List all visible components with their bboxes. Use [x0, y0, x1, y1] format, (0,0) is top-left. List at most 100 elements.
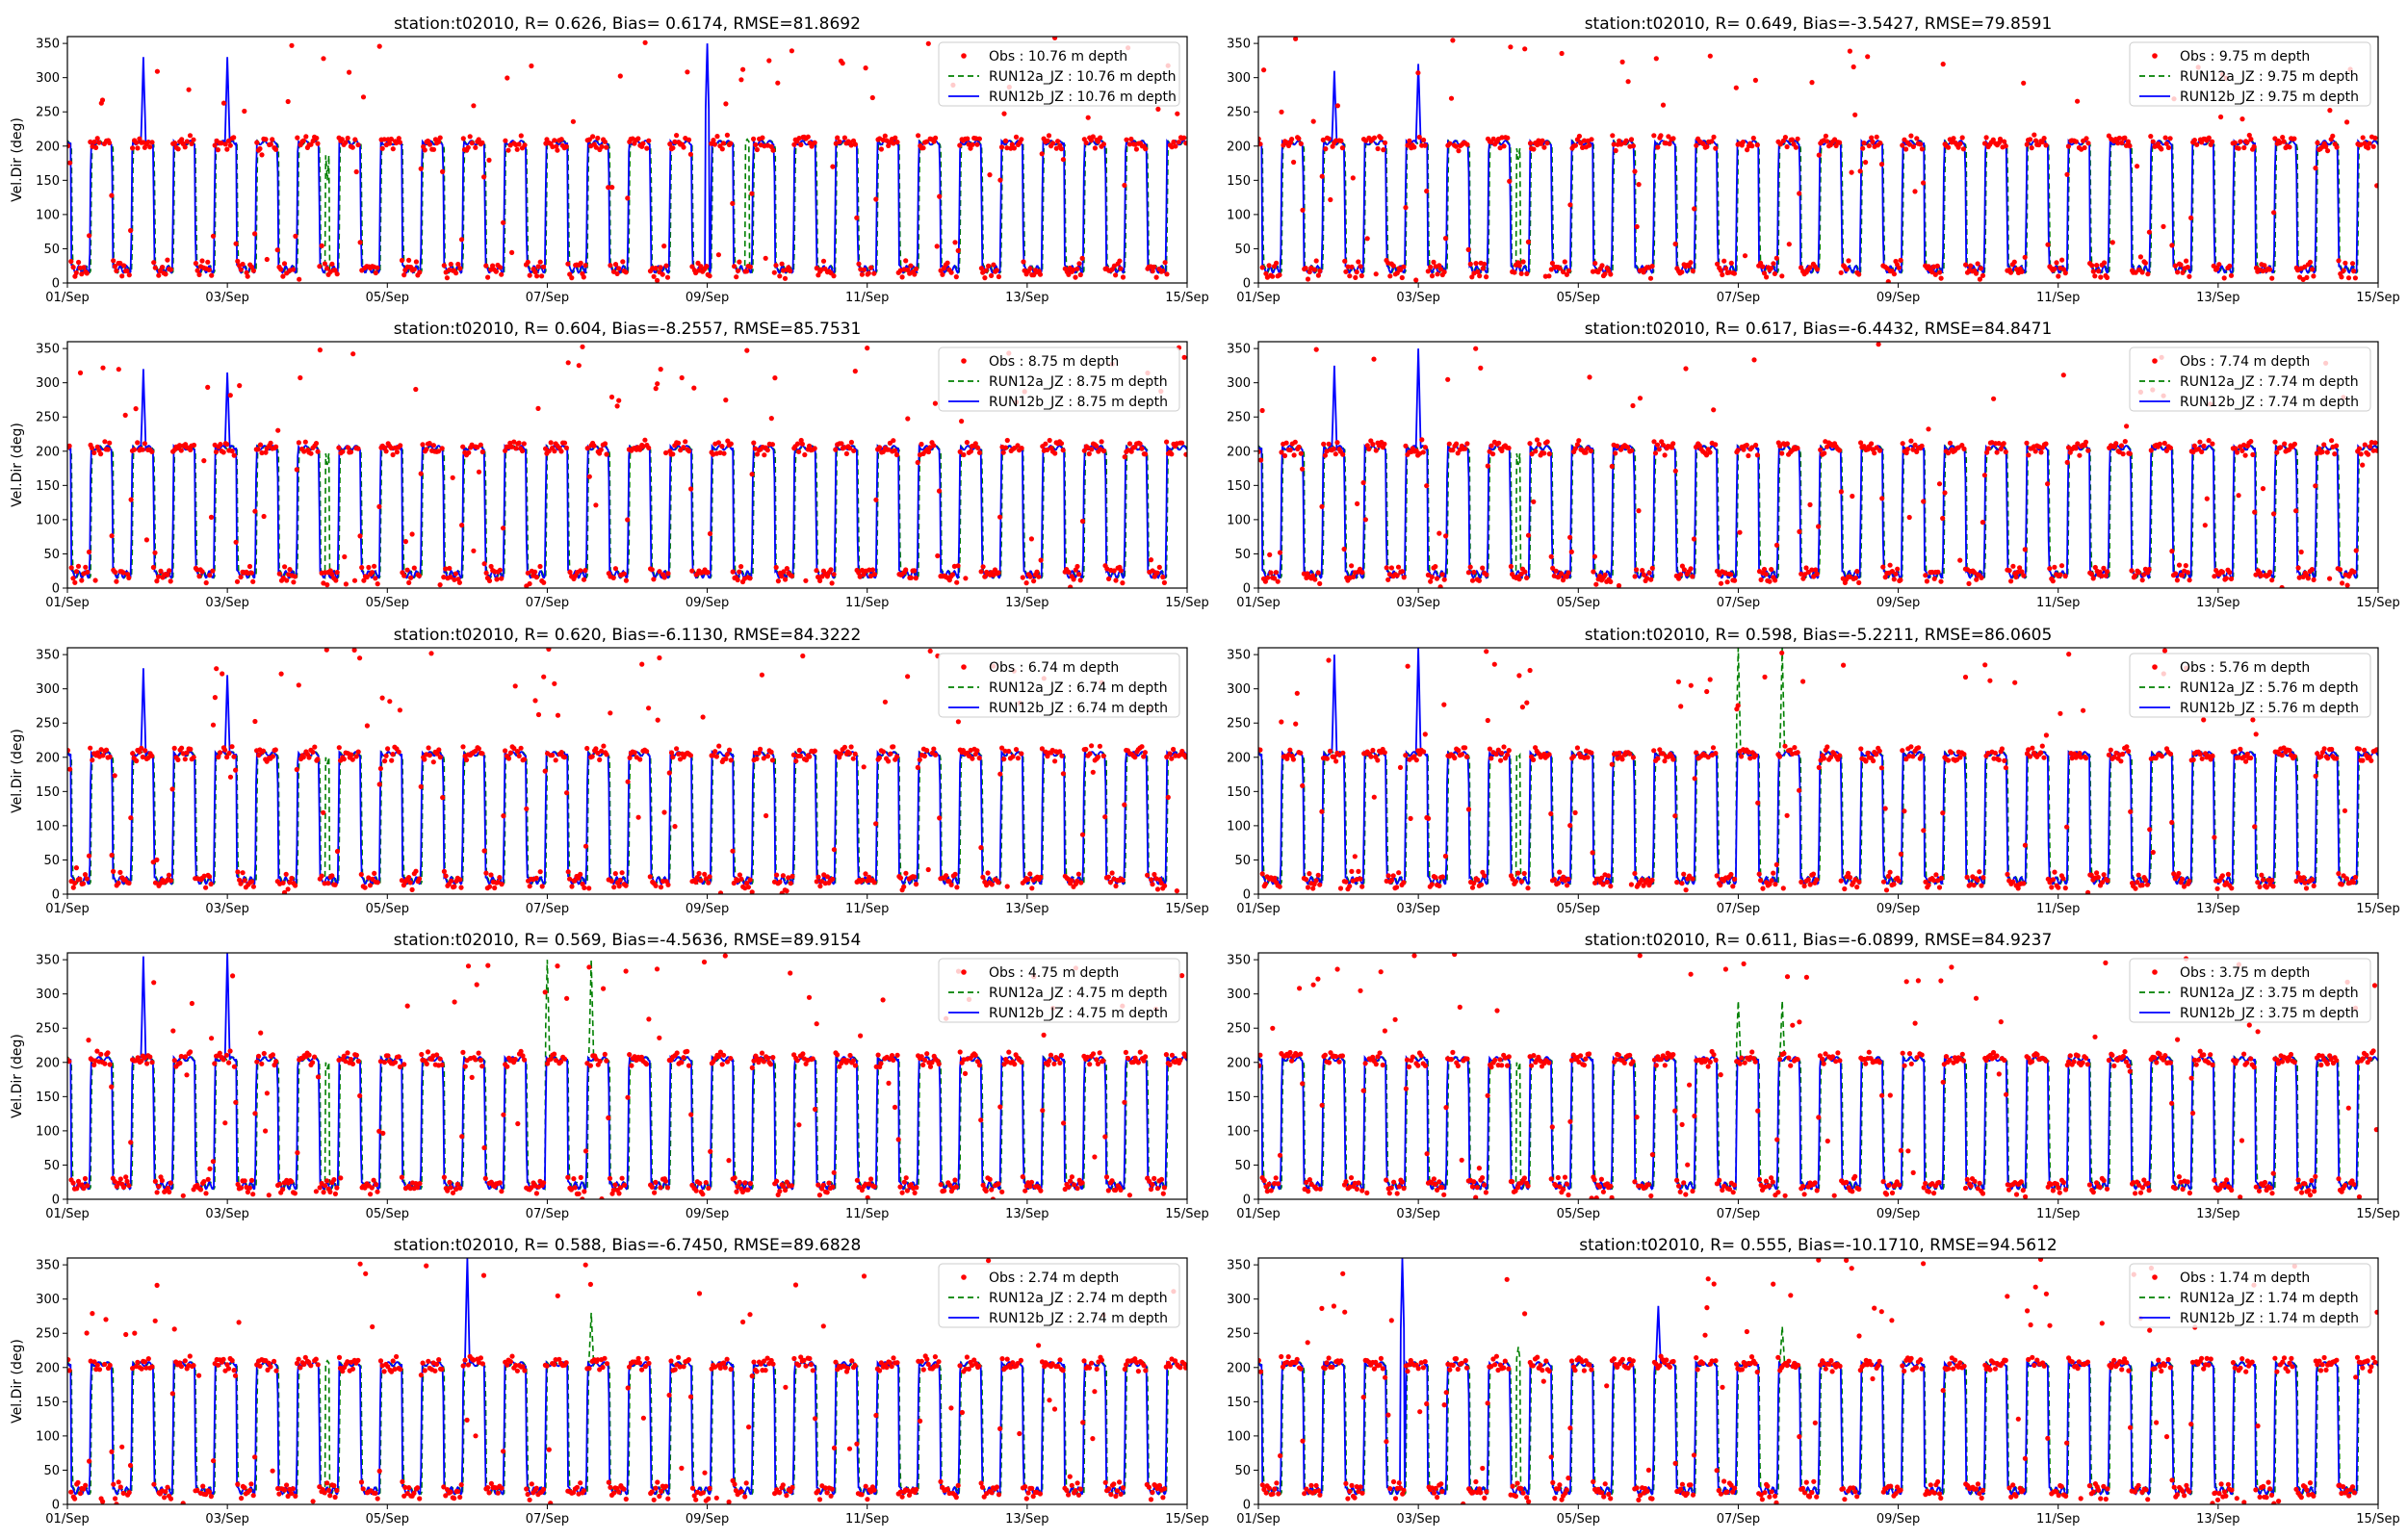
- obs-point: [2227, 570, 2233, 576]
- obs-point: [1384, 565, 1389, 571]
- x-tick-label: 05/Sep: [1557, 291, 1600, 305]
- obs-point: [376, 43, 382, 49]
- obs-point: [1096, 139, 1101, 144]
- obs-point: [1322, 452, 1328, 458]
- obs-point: [653, 883, 659, 888]
- obs-point: [1585, 755, 1591, 760]
- obs-point: [1760, 886, 1766, 891]
- obs-point: [1983, 135, 1989, 141]
- obs-point: [2187, 878, 2192, 884]
- obs-point: [2169, 549, 2175, 554]
- obs-point: [852, 369, 858, 374]
- obs-point: [747, 264, 754, 270]
- obs-point: [903, 1175, 909, 1181]
- obs-point: [1420, 449, 1426, 455]
- obs-point: [1471, 881, 1477, 886]
- obs-point: [947, 1182, 953, 1188]
- obs-point: [1360, 1088, 1366, 1093]
- obs-point: [2281, 745, 2287, 751]
- obs-point: [1421, 137, 1427, 143]
- obs-point: [2075, 98, 2081, 104]
- obs-point: [1779, 273, 1785, 279]
- obs-point: [1437, 584, 1443, 588]
- obs-point: [1277, 1152, 1283, 1158]
- subplot-title: station:t02010, R= 0.649, Bias=-3.5427, …: [1585, 14, 2053, 34]
- obs-point: [342, 553, 348, 560]
- obs-point: [891, 1057, 896, 1063]
- obs-point: [1052, 37, 1058, 40]
- obs-point: [1403, 753, 1409, 758]
- obs-point: [602, 1051, 608, 1057]
- obs-point: [1567, 202, 1573, 208]
- obs-point: [482, 1175, 488, 1181]
- obs-point: [1171, 139, 1177, 145]
- obs-point: [1485, 463, 1490, 469]
- obs-point: [773, 263, 779, 269]
- obs-point: [1306, 1189, 1311, 1194]
- obs-point: [1747, 756, 1753, 761]
- obs-point: [1407, 138, 1412, 143]
- obs-point: [1483, 1190, 1488, 1195]
- obs-point: [548, 440, 554, 446]
- obs-point: [1401, 264, 1407, 270]
- obs-point: [2349, 261, 2356, 267]
- obs-point: [2003, 449, 2008, 455]
- obs-point: [761, 1059, 767, 1065]
- obs-point: [220, 100, 227, 106]
- obs-point: [1298, 750, 1304, 756]
- obs-point: [409, 531, 415, 537]
- obs-point: [747, 1181, 754, 1187]
- y-tick-label: 0: [52, 1194, 60, 1208]
- obs-point: [1291, 452, 1297, 458]
- obs-point: [1419, 437, 1425, 443]
- obs-point: [1814, 267, 1821, 272]
- obs-point: [1876, 748, 1882, 754]
- y-tick-label: 350: [1227, 343, 1251, 357]
- obs-point: [1707, 53, 1713, 59]
- obs-point: [537, 869, 543, 875]
- legend-box: [2129, 653, 2371, 718]
- obs-point: [994, 268, 999, 273]
- obs-point: [1856, 579, 1862, 586]
- obs-point: [1507, 178, 1513, 184]
- obs-point: [1838, 489, 1844, 495]
- y-tick-label: 300: [36, 71, 60, 86]
- obs-point: [2264, 885, 2269, 890]
- obs-point: [88, 139, 93, 145]
- obs-point: [280, 880, 286, 886]
- obs-point: [749, 472, 755, 477]
- obs-point: [399, 257, 405, 264]
- obs-point: [937, 815, 943, 821]
- obs-point: [297, 276, 302, 282]
- obs-point: [919, 1054, 924, 1060]
- obs-point: [2225, 871, 2231, 878]
- obs-point: [1906, 753, 1912, 759]
- obs-point: [515, 1120, 521, 1127]
- obs-point: [1518, 571, 1524, 578]
- obs-point: [1935, 569, 1941, 575]
- obs-point: [737, 569, 742, 575]
- obs-point: [254, 1059, 260, 1065]
- obs-point: [1293, 721, 1299, 727]
- obs-point: [430, 759, 436, 765]
- obs-point: [306, 755, 312, 760]
- obs-point: [1688, 566, 1694, 572]
- obs-point: [1525, 239, 1531, 244]
- axes-frame: [66, 952, 1188, 1200]
- obs-point: [1142, 750, 1148, 756]
- obs-point: [452, 577, 457, 582]
- obs-point: [448, 261, 453, 268]
- obs-point: [240, 261, 246, 268]
- obs-point: [1882, 575, 1888, 580]
- obs-point: [1990, 137, 1996, 142]
- obs-point: [1559, 50, 1565, 57]
- obs-point: [703, 1180, 709, 1186]
- obs-point: [1300, 1081, 1306, 1087]
- obs-point: [1364, 236, 1370, 242]
- obs-point: [1084, 1054, 1090, 1060]
- x-tick-label: 07/Sep: [1717, 902, 1760, 916]
- obs-point: [1279, 449, 1284, 455]
- obs-point: [210, 1159, 216, 1165]
- obs-point: [1653, 56, 1659, 62]
- obs-point: [565, 869, 571, 875]
